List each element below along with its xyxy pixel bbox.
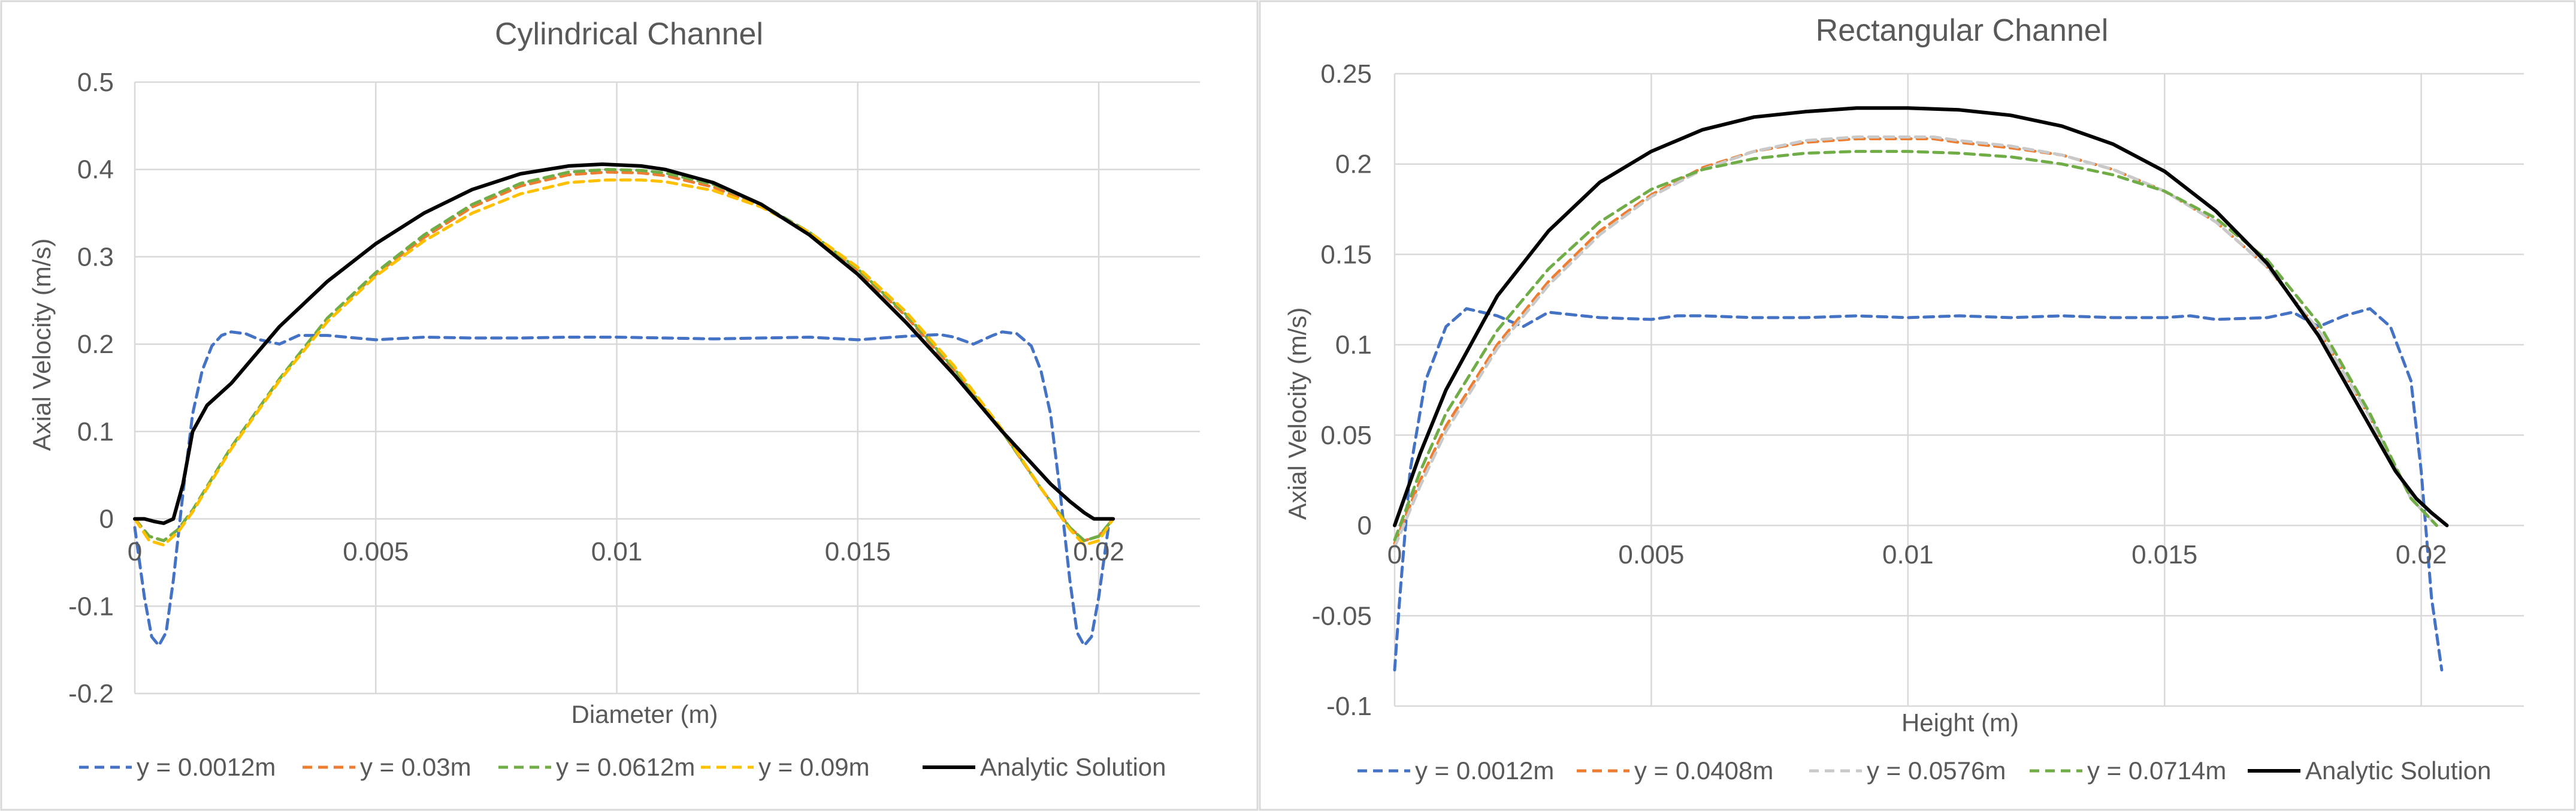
x-tick-label: 0 [1387, 540, 1402, 569]
legend-entry: y = 0.0408m [1577, 756, 1773, 785]
legend-entry: y = 0.0714m [2030, 756, 2226, 785]
cylindrical-channel-chart: -0.2 -0.1 0 0.1 0.2 0.3 0.4 0.5 0 0.005 0.01 0.015 0… [28, 17, 1200, 781]
legend-label: Analytic Solution [980, 753, 1166, 781]
y-tick-label: -0.1 [68, 592, 114, 621]
y-tick-label: 0.2 [1335, 150, 1372, 179]
y-tick-label: 0.5 [77, 68, 114, 97]
y-tick-label: -0.05 [1312, 601, 1372, 631]
y-tick-label: 0 [1357, 511, 1372, 541]
legend: y = 0.0012m y = 0.03m y = 0.0612m y = 0.09m… [79, 753, 1166, 781]
series-line-0 [133, 330, 1110, 647]
legend-entry: y = 0.03m [303, 753, 471, 781]
legend-label: y = 0.0012m [1415, 756, 1554, 785]
y-tick-label: 0.25 [1320, 59, 1372, 89]
chart-title: Cylindrical Channel [495, 17, 763, 52]
panel-left-border [0, 0, 1259, 811]
legend-entry: y = 0.0012m [1357, 756, 1554, 785]
y-tick-label: 0.1 [1335, 330, 1372, 360]
legend-label: y = 0.0012m [137, 753, 276, 781]
y-tick-label: 0.4 [77, 155, 114, 185]
y-tick-label: 0.05 [1320, 421, 1372, 450]
legend-label: y = 0.03m [360, 753, 471, 781]
legend-label: y = 0.0714m [2087, 756, 2226, 785]
y-tick-label: -0.1 [1326, 692, 1372, 721]
x-tick-label: 0.015 [2131, 540, 2197, 569]
x-tick-label: 0.005 [1618, 540, 1684, 569]
y-axis-title: Axial Velocity (m/s) [1283, 307, 1311, 520]
series-line-3 [1393, 150, 2438, 542]
series-line-4 [133, 162, 1115, 525]
x-tick-label: 0.02 [1073, 537, 1124, 566]
legend-entry: y = 0.0612m [498, 753, 695, 781]
rectangular-channel-chart: -0.1 -0.05 0 0.05 0.1 0.15 0.2 0.25 0 0.005 0.01 0.… [1283, 13, 2524, 785]
legend-entry: Analytic Solution [2248, 756, 2492, 785]
legend-label: y = 0.09m [758, 753, 870, 781]
legend-entry: y = 0.0576m [1809, 756, 2006, 785]
legend-label: y = 0.0408m [1634, 756, 1773, 785]
series-line-0 [1393, 307, 2444, 672]
legend-label: Analytic Solution [2305, 756, 2492, 785]
chart-title: Rectangular Channel [1816, 13, 2109, 48]
x-tick-label: 0 [128, 537, 142, 566]
y-axis-title: Axial Velocity (m/s) [28, 239, 56, 451]
y-tick-label: 0.15 [1320, 240, 1372, 269]
x-tick-label: 0.005 [343, 537, 409, 566]
x-axis-title: Diameter (m) [571, 700, 718, 728]
legend-entry: y = 0.0012m [79, 753, 276, 781]
legend-entry: Analytic Solution [923, 753, 1166, 781]
x-tick-label: 0.01 [1882, 540, 1934, 569]
legend-entry: y = 0.09m [701, 753, 870, 781]
y-tick-label: 0.3 [77, 242, 114, 272]
legend-label: y = 0.0612m [556, 753, 695, 781]
y-tick-label: -0.2 [68, 679, 114, 709]
y-tick-label: 0.2 [77, 330, 114, 359]
y-tick-label: 0 [99, 505, 114, 534]
legend-label: y = 0.0576m [1867, 756, 2006, 785]
y-tick-label: 0.1 [77, 417, 114, 447]
x-tick-label: 0.01 [591, 537, 643, 566]
x-axis-title: Height (m) [1901, 709, 2019, 737]
legend: y = 0.0012m y = 0.0408m y = 0.0576m y = 0.0… [1357, 756, 2492, 785]
x-tick-label: 0.02 [2396, 540, 2447, 569]
series-line-3 [133, 178, 1115, 547]
series-line-4 [1393, 106, 2449, 527]
panel-right-border [1259, 0, 2576, 811]
x-tick-label: 0.015 [825, 537, 891, 566]
